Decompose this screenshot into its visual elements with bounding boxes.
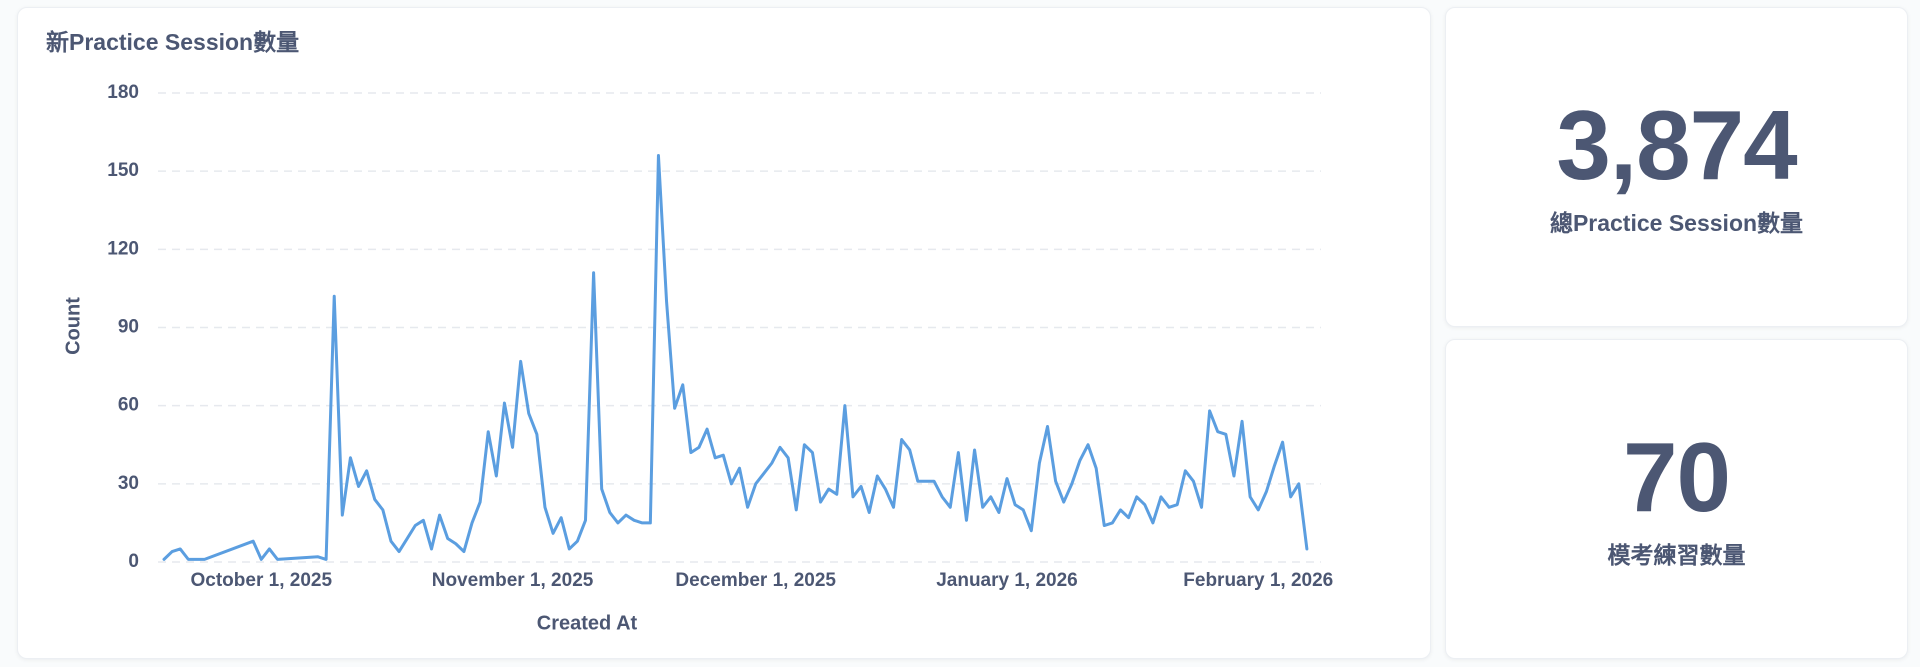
data-line <box>162 154 1309 561</box>
scalar-value: 70 <box>1622 422 1731 532</box>
x-tick-label: November 1, 2025 <box>432 570 594 591</box>
y-tick-label: 90 <box>118 317 139 338</box>
x-tick-label: January 1, 2026 <box>936 570 1078 591</box>
y-tick-label: 60 <box>118 395 139 416</box>
scalar-value: 3,874 <box>1556 90 1797 200</box>
y-tick-label: 30 <box>118 473 139 494</box>
y-axis-title: Count <box>62 297 84 355</box>
y-tick-label: 180 <box>107 82 139 103</box>
chart-card: 新Practice Session數量 Created At Count 0 30… <box>17 7 1431 659</box>
x-tick-label: October 1, 2025 <box>191 570 333 591</box>
scalar-card: 3,874 總Practice Session數量 <box>1445 7 1908 327</box>
x-axis-title: Created At <box>537 612 638 634</box>
y-tick-label: 0 <box>128 551 139 572</box>
chart-title: 新Practice Session數量 <box>46 29 299 55</box>
y-tick-label: 150 <box>107 160 139 181</box>
chart: 新Practice Session數量 Created At Count 0 30… <box>46 29 1333 634</box>
scalar-label: 模考練習數量 <box>1607 542 1746 568</box>
scalar-card: 70 模考練習數量 <box>1445 339 1908 659</box>
x-tick-label: December 1, 2025 <box>675 570 836 591</box>
scalar-label: 總Practice Session數量 <box>1549 210 1804 236</box>
y-tick-label: 120 <box>107 238 139 259</box>
x-tick-label: February 1, 2026 <box>1183 570 1333 591</box>
